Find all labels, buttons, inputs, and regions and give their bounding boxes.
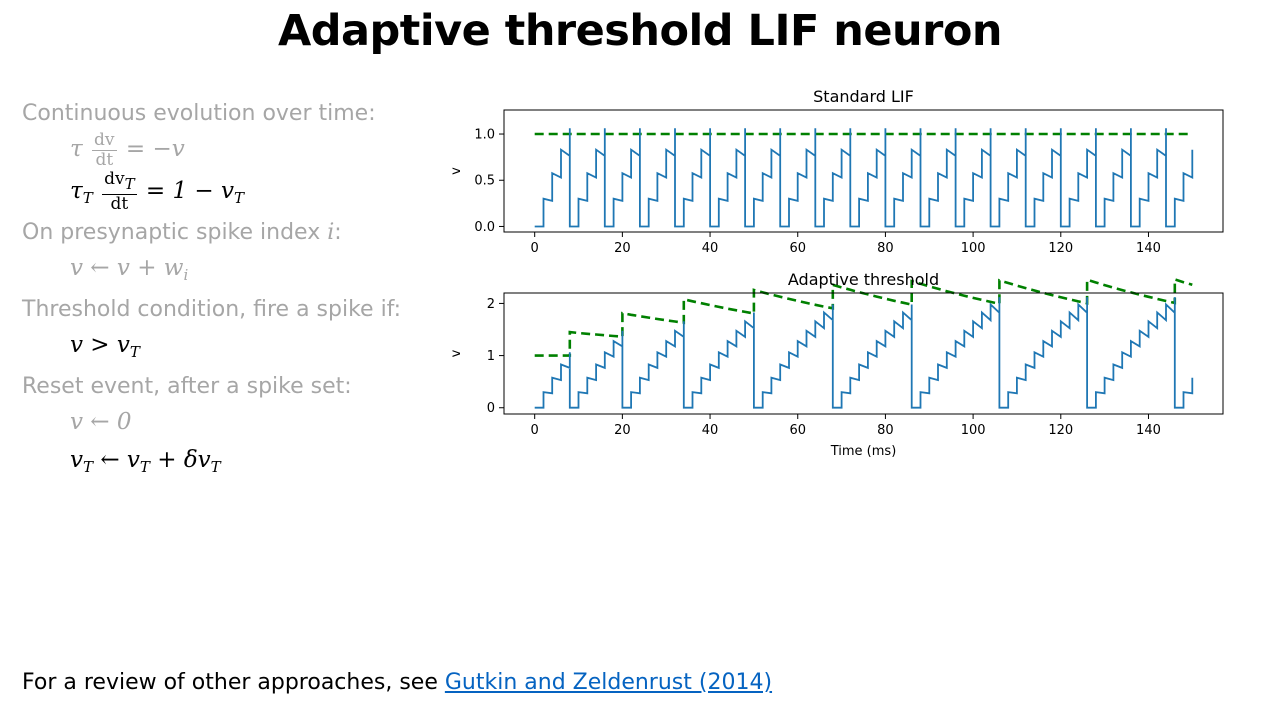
eq4-main: v > v	[70, 331, 130, 358]
x-tick-label: 120	[1048, 241, 1073, 256]
x-tick-label: 120	[1048, 423, 1073, 438]
footer-note: For a review of other approaches, see Gu…	[22, 670, 772, 695]
eq6-a-sub: T	[83, 457, 94, 476]
eq2-lhs-sub: T	[82, 188, 93, 207]
eq6-c: + δv	[149, 446, 211, 473]
equation-reset-v: v ← 0	[70, 408, 132, 435]
eq2-num: dv	[104, 168, 125, 189]
citation-link[interactable]: Gutkin and Zeldenrust (2014)	[444, 670, 773, 695]
eq6-a: v	[70, 446, 83, 473]
head2-var: i	[327, 219, 335, 245]
head2-pre: On presynaptic spike index	[22, 219, 328, 245]
x-tick-label: 100	[961, 423, 986, 438]
equation-threshold: τT dvT dt = 1 − vT	[22, 168, 442, 217]
footer-text: For a review of other approaches, see	[22, 670, 445, 695]
y-tick-label: 0.0	[474, 220, 495, 235]
eq1-rhs: = −v	[125, 136, 185, 162]
y-tick-label: 0.5	[474, 174, 495, 189]
heading-threshold-condition: Threshold condition, fire a spike if:	[22, 296, 402, 322]
heading-presynaptic: On presynaptic spike index i:	[22, 217, 442, 249]
x-tick-label: 140	[1136, 241, 1161, 256]
x-axis-label: Time (ms)	[830, 444, 897, 459]
x-tick-label: 80	[877, 423, 894, 438]
eq3-main: v ← v + w	[70, 254, 184, 281]
eq2-num-sub: T	[124, 174, 135, 193]
eq2-rhs-sub: T	[234, 188, 245, 207]
equations-panel: Continuous evolution over time: τ dv dt =…	[22, 98, 442, 486]
page-title: Adaptive threshold LIF neuron	[277, 6, 1003, 56]
axes-frame	[503, 292, 1224, 415]
heading-reset: Reset event, after a spike set:	[22, 373, 352, 399]
eq1-num: dv	[92, 129, 117, 151]
y-axis-label: v	[449, 349, 464, 357]
y-tick-label: 0	[487, 401, 495, 416]
eq2-den: dt	[110, 193, 129, 214]
eq2-lhs: τ	[70, 177, 83, 204]
x-tick-label: 80	[877, 241, 894, 256]
y-tick-label: 1	[487, 349, 495, 364]
x-tick-label: 40	[702, 423, 719, 438]
y-axis-label: v	[449, 167, 464, 175]
eq1-den: dt	[95, 149, 114, 170]
x-tick-label: 60	[789, 241, 806, 256]
voltage-line	[534, 297, 1194, 409]
equation-spike-condition: v > vT	[22, 326, 442, 371]
x-tick-label: 40	[702, 241, 719, 256]
voltage-line	[534, 128, 1194, 228]
axes-frame	[503, 109, 1224, 233]
x-tick-label: 100	[961, 241, 986, 256]
x-tick-label: 0	[531, 423, 539, 438]
threshold-line	[534, 277, 1193, 357]
eq3-sub: i	[183, 265, 189, 284]
equation-membrane: τ dv dt = −v	[22, 130, 442, 170]
chart-title: Standard LIF	[813, 87, 914, 106]
x-tick-label: 20	[614, 423, 631, 438]
x-tick-label: 0	[531, 241, 539, 256]
heading-continuous: Continuous evolution over time:	[22, 101, 376, 126]
eq2-rhs: = 1 − v	[145, 177, 234, 204]
eq6-c-sub: T	[210, 457, 221, 476]
eq4-sub: T	[129, 342, 140, 361]
eq6-b-sub: T	[139, 457, 150, 476]
equation-reset-threshold: vT ← vT + δvT	[22, 441, 442, 486]
x-tick-label: 60	[789, 423, 806, 438]
x-tick-label: 140	[1136, 423, 1161, 438]
equation-input: v ← v + wi	[22, 249, 442, 294]
y-tick-label: 2	[487, 297, 495, 312]
eq6-b: ← v	[93, 446, 140, 473]
eq1-lhs: τ	[70, 136, 83, 162]
head2-post: :	[334, 219, 342, 245]
x-tick-label: 20	[614, 241, 631, 256]
chart-title: Adaptive threshold	[788, 270, 939, 289]
y-tick-label: 1.0	[474, 128, 495, 143]
